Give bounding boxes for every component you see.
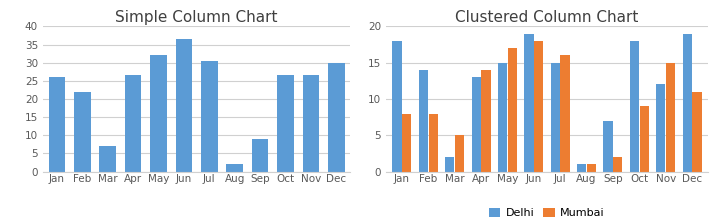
- Bar: [683, 34, 691, 172]
- Bar: [150, 55, 167, 172]
- Bar: [74, 92, 91, 172]
- Bar: [498, 63, 507, 172]
- Legend: Delhi, Mumbai: Delhi, Mumbai: [485, 203, 609, 220]
- Bar: [551, 63, 560, 172]
- Bar: [99, 146, 116, 172]
- Bar: [524, 34, 533, 172]
- Bar: [277, 75, 294, 172]
- Bar: [252, 139, 268, 172]
- Bar: [302, 75, 319, 172]
- Bar: [227, 164, 243, 172]
- Bar: [201, 61, 217, 172]
- Bar: [603, 121, 613, 172]
- Bar: [639, 106, 649, 172]
- Bar: [508, 48, 517, 172]
- Bar: [402, 114, 411, 172]
- Bar: [613, 157, 622, 172]
- Bar: [587, 164, 596, 172]
- Bar: [481, 70, 490, 172]
- Bar: [176, 39, 192, 172]
- Bar: [428, 114, 438, 172]
- Bar: [393, 41, 402, 172]
- Bar: [534, 41, 543, 172]
- Bar: [328, 63, 345, 172]
- Bar: [692, 92, 701, 172]
- Bar: [419, 70, 428, 172]
- Bar: [577, 164, 586, 172]
- Bar: [49, 77, 65, 172]
- Bar: [455, 135, 464, 172]
- Bar: [630, 41, 639, 172]
- Bar: [125, 75, 142, 172]
- Title: Simple Column Chart: Simple Column Chart: [115, 10, 278, 25]
- Bar: [445, 157, 455, 172]
- Bar: [472, 77, 480, 172]
- Bar: [656, 84, 666, 172]
- Bar: [561, 55, 570, 172]
- Bar: [666, 63, 675, 172]
- Title: Clustered Column Chart: Clustered Column Chart: [455, 10, 638, 25]
